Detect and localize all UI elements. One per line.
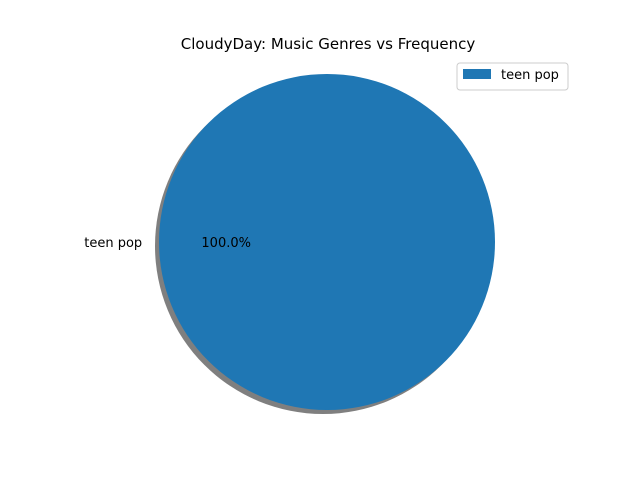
slice-category-label: teen pop [84, 236, 142, 251]
chart-title: CloudyDay: Music Genres vs Frequency [181, 35, 476, 53]
legend: teen pop [456, 62, 569, 91]
slices-layer [155, 74, 495, 414]
legend-swatch [463, 69, 491, 79]
pie-slice [159, 74, 495, 410]
labels-layer: 100.0% teen pop [84, 236, 251, 251]
legend-label: teen pop [501, 68, 559, 83]
slice-percentage-label: 100.0% [201, 236, 251, 251]
legend-entries: teen pop [463, 68, 559, 83]
